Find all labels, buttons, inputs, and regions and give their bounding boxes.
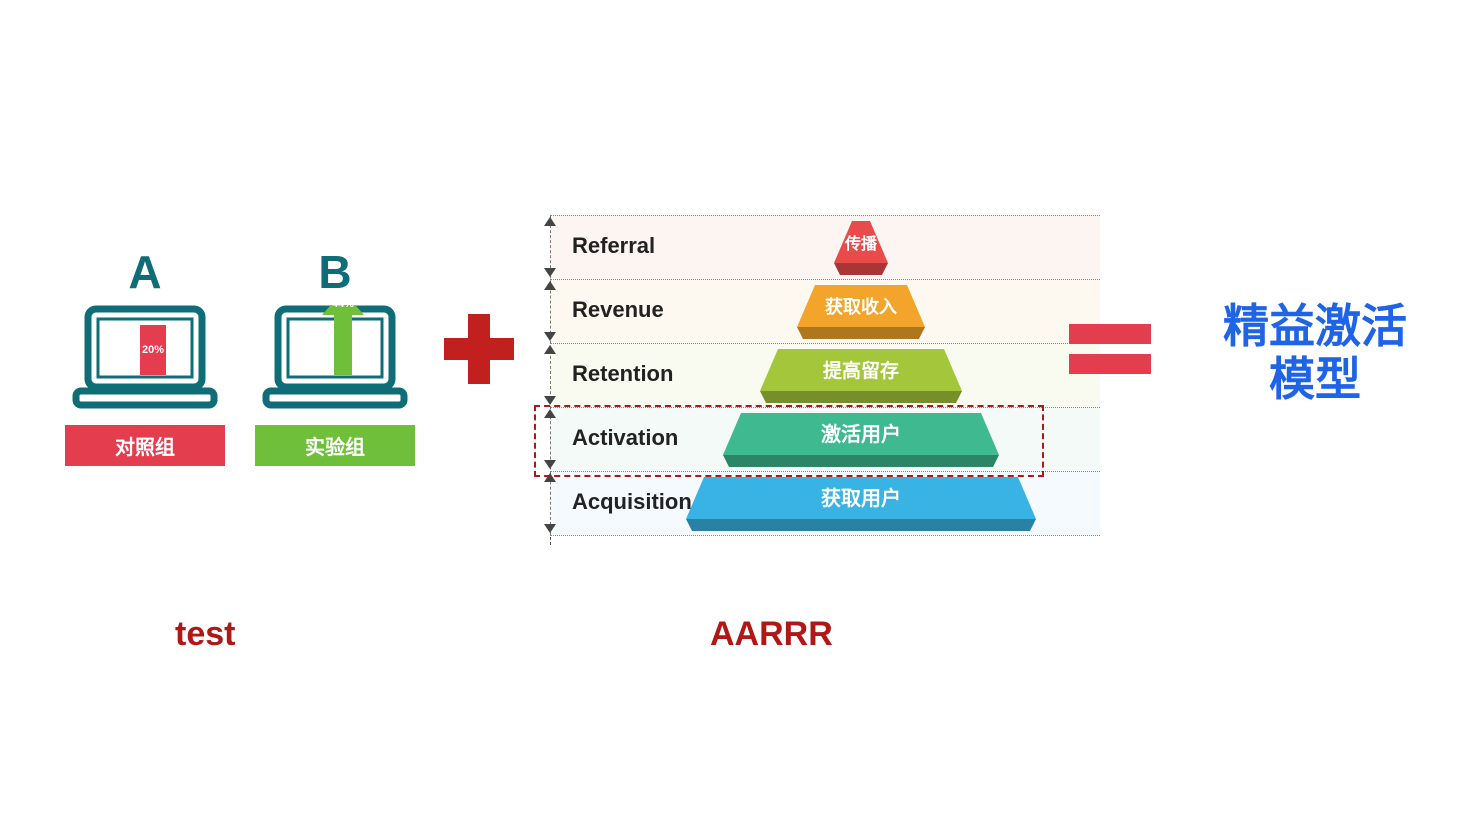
pyramid-row-retention: Retention 提高留存 xyxy=(540,343,1100,407)
letter-b: B xyxy=(255,245,415,299)
pyramid-block: 获取用户 xyxy=(686,477,1056,533)
caption-test: test xyxy=(175,615,235,654)
pyramid-block: 激活用户 xyxy=(723,413,1019,469)
badge-experiment-group: 实验组 xyxy=(255,425,415,466)
laptop-b-icon: 44% xyxy=(260,305,410,415)
pyramid-row-revenue: Revenue 获取收入 xyxy=(540,279,1100,343)
pyramid-row-referral: Referral 传播 xyxy=(540,215,1100,279)
pyramid-label-en: Revenue xyxy=(572,297,664,323)
laptop-b: B 44% 实验组 xyxy=(255,245,415,466)
badge-control-group: 对照组 xyxy=(65,425,225,466)
svg-text:44%: 44% xyxy=(332,305,354,310)
pyramid-label-cn: 激活用户 xyxy=(821,422,901,446)
equals-icon xyxy=(1065,310,1155,388)
caption-aarrr: AARRR xyxy=(710,615,833,654)
result-line2: 模型 xyxy=(1269,353,1361,405)
pyramid-label-cn: 提高留存 xyxy=(823,359,899,382)
laptops-row: A 20% 对照组 B 44% xyxy=(65,245,425,466)
laptop-a-icon: 20% xyxy=(70,305,220,415)
pyramid-label-cn: 传播 xyxy=(844,234,878,253)
pyramid-label-en: Retention xyxy=(572,361,673,387)
pyramid-label-cn: 获取收入 xyxy=(825,296,897,317)
pyramid-row-acquisition: Acquisition 获取用户 xyxy=(540,471,1100,535)
result-title: 精益激活 模型 xyxy=(1170,300,1460,406)
pyramid-label-en: Referral xyxy=(572,233,655,259)
laptop-a: A 20% 对照组 xyxy=(65,245,225,466)
ab-test-section: A 20% 对照组 B 44% xyxy=(65,245,425,466)
aarrr-pyramid: Referral 传播 Revenue 获取收入 Retention 提高留存 Activa… xyxy=(540,215,1100,555)
letter-a: A xyxy=(65,245,225,299)
pyramid-block: 传播 xyxy=(834,221,908,277)
pyramid-label-en: Activation xyxy=(572,425,678,451)
plus-icon xyxy=(440,310,518,388)
pyramid-label-en: Acquisition xyxy=(572,489,692,515)
svg-text:20%: 20% xyxy=(142,344,164,356)
pyramid-block: 获取收入 xyxy=(797,285,945,341)
pyramid-block: 提高留存 xyxy=(760,349,982,405)
result-line1: 精益激活 xyxy=(1223,300,1407,352)
pyramid-label-cn: 获取用户 xyxy=(821,486,901,510)
pyramid-row-activation: Activation 激活用户 xyxy=(540,407,1100,471)
